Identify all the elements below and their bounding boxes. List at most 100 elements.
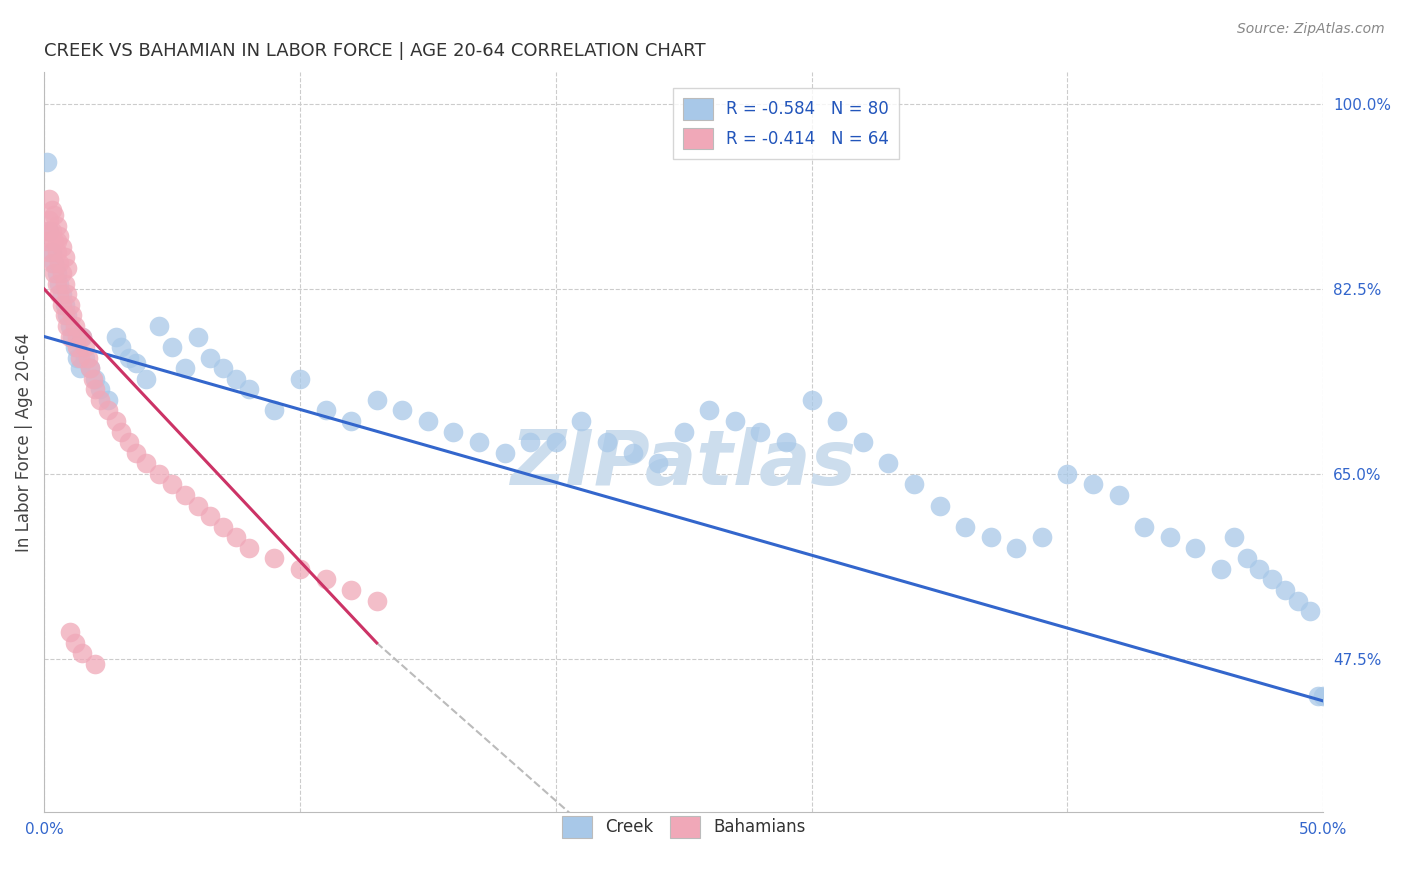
Point xyxy=(59,318,82,333)
Point xyxy=(903,477,925,491)
Point xyxy=(79,361,101,376)
Point xyxy=(44,235,66,249)
Point xyxy=(187,329,209,343)
Point xyxy=(200,351,222,365)
Point xyxy=(38,245,60,260)
Point xyxy=(852,435,875,450)
Point xyxy=(66,329,89,343)
Point xyxy=(468,435,491,450)
Point xyxy=(56,309,79,323)
Point xyxy=(51,240,73,254)
Point xyxy=(73,340,96,354)
Point xyxy=(41,202,63,217)
Point xyxy=(391,403,413,417)
Point xyxy=(45,235,67,249)
Point xyxy=(84,372,107,386)
Point xyxy=(59,329,82,343)
Point xyxy=(877,456,900,470)
Point xyxy=(38,213,60,227)
Point xyxy=(69,351,91,365)
Point xyxy=(63,636,86,650)
Text: ZIPatlas: ZIPatlas xyxy=(510,427,856,501)
Point xyxy=(38,192,60,206)
Point xyxy=(53,309,76,323)
Point xyxy=(72,329,94,343)
Point xyxy=(110,425,132,439)
Point xyxy=(494,446,516,460)
Point xyxy=(82,372,104,386)
Point xyxy=(72,647,94,661)
Point xyxy=(416,414,439,428)
Point xyxy=(56,318,79,333)
Point xyxy=(59,625,82,640)
Point xyxy=(53,298,76,312)
Point xyxy=(160,477,183,491)
Point xyxy=(104,329,127,343)
Point xyxy=(59,298,82,312)
Point xyxy=(69,361,91,376)
Y-axis label: In Labor Force | Age 20-64: In Labor Force | Age 20-64 xyxy=(15,333,32,552)
Point xyxy=(76,351,98,365)
Point xyxy=(60,309,83,323)
Point xyxy=(340,414,363,428)
Point xyxy=(825,414,848,428)
Point xyxy=(117,435,139,450)
Point xyxy=(135,372,157,386)
Point xyxy=(117,351,139,365)
Point xyxy=(44,266,66,280)
Point xyxy=(89,382,111,396)
Point xyxy=(48,277,70,291)
Point xyxy=(1261,573,1284,587)
Point xyxy=(225,530,247,544)
Text: CREEK VS BAHAMIAN IN LABOR FORCE | AGE 20-64 CORRELATION CHART: CREEK VS BAHAMIAN IN LABOR FORCE | AGE 2… xyxy=(44,42,706,60)
Point xyxy=(749,425,772,439)
Point xyxy=(41,224,63,238)
Point xyxy=(1056,467,1078,481)
Point xyxy=(1249,562,1271,576)
Point xyxy=(519,435,541,450)
Point xyxy=(53,277,76,291)
Point xyxy=(596,435,619,450)
Point xyxy=(1299,604,1322,618)
Point xyxy=(1159,530,1181,544)
Point xyxy=(544,435,567,450)
Point xyxy=(1286,593,1309,607)
Point xyxy=(45,277,67,291)
Point xyxy=(366,392,388,407)
Point xyxy=(48,229,70,244)
Point xyxy=(443,425,465,439)
Point xyxy=(41,245,63,260)
Point xyxy=(1308,689,1330,703)
Point xyxy=(45,219,67,233)
Point xyxy=(647,456,669,470)
Point xyxy=(1222,530,1244,544)
Point xyxy=(48,255,70,269)
Point xyxy=(315,573,337,587)
Point xyxy=(724,414,747,428)
Point xyxy=(1209,562,1232,576)
Point xyxy=(35,155,58,169)
Point xyxy=(104,414,127,428)
Point xyxy=(45,245,67,260)
Point xyxy=(110,340,132,354)
Point xyxy=(1312,689,1334,703)
Point xyxy=(35,224,58,238)
Point xyxy=(928,499,950,513)
Point xyxy=(89,392,111,407)
Point xyxy=(38,224,60,238)
Point xyxy=(569,414,592,428)
Legend: Creek, Bahamians: Creek, Bahamians xyxy=(555,809,813,844)
Point xyxy=(1184,541,1206,555)
Point xyxy=(953,519,976,533)
Point xyxy=(63,340,86,354)
Point xyxy=(97,392,120,407)
Point xyxy=(288,562,311,576)
Point xyxy=(1236,551,1258,566)
Point xyxy=(84,657,107,671)
Point xyxy=(160,340,183,354)
Point xyxy=(60,329,83,343)
Point xyxy=(212,519,235,533)
Point xyxy=(200,509,222,524)
Point xyxy=(125,356,148,370)
Point xyxy=(48,287,70,301)
